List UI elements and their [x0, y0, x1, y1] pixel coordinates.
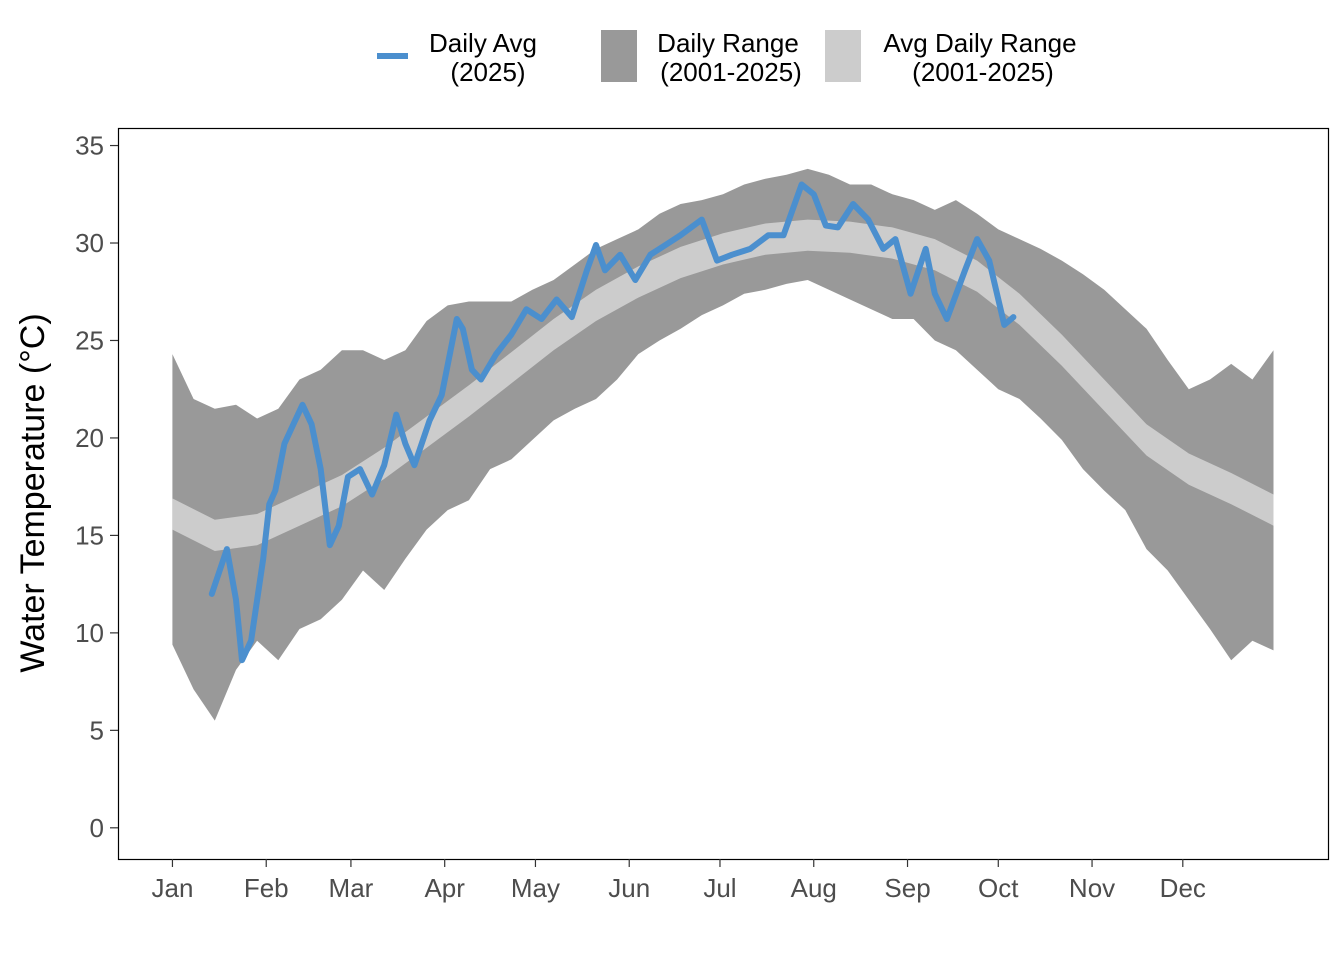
x-tick-label: Feb: [244, 873, 289, 903]
legend-label: Daily Range: [657, 28, 799, 58]
y-tick-label: 25: [75, 325, 104, 355]
y-tick-label: 5: [90, 715, 104, 745]
x-tick-label: Oct: [978, 873, 1019, 903]
x-tick-label: Jun: [608, 873, 650, 903]
x-tick-label: Jul: [703, 873, 736, 903]
plot-border: [117, 127, 1330, 861]
legend: Daily Avg(2025)Daily Range(2001-2025)Avg…: [377, 28, 1077, 87]
daily-avg-line: [208, 181, 1017, 664]
y-tick-label: 15: [75, 520, 104, 550]
y-axis-label: Water Temperature (°C): [14, 313, 52, 672]
y-tick-label: 35: [75, 131, 104, 161]
x-tick-label: Mar: [329, 873, 374, 903]
legend-sublabel: (2001-2025): [912, 57, 1054, 87]
x-tick-label: Sep: [884, 873, 930, 903]
x-tick-label: Nov: [1069, 873, 1115, 903]
x-axis: Jan Feb Mar Apr May Jun Jul Aug Sep Oct Nov Dec: [151, 859, 1206, 903]
x-tick-label: Jan: [151, 873, 193, 903]
x-tick-label: Dec: [1160, 873, 1206, 903]
legend-label: Avg Daily Range: [883, 28, 1076, 58]
x-tick-label: Aug: [791, 873, 837, 903]
plot-area: [172, 168, 1274, 721]
legend-label: Daily Avg: [429, 28, 537, 58]
y-tick-label: 20: [75, 423, 104, 453]
x-tick-label: Apr: [424, 873, 465, 903]
y-tick-label: 0: [90, 813, 104, 843]
legend-sublabel: (2001-2025): [660, 57, 802, 87]
legend-key-daily-range: [601, 30, 637, 82]
x-tick-label: May: [511, 873, 560, 903]
legend-key-avg-range: [825, 30, 861, 82]
y-tick-label: 10: [75, 618, 104, 648]
y-axis: 0 5 10 15 20 25 30 35: [75, 131, 118, 843]
legend-sublabel: (2025): [450, 57, 525, 87]
y-tick-label: 30: [75, 228, 104, 258]
